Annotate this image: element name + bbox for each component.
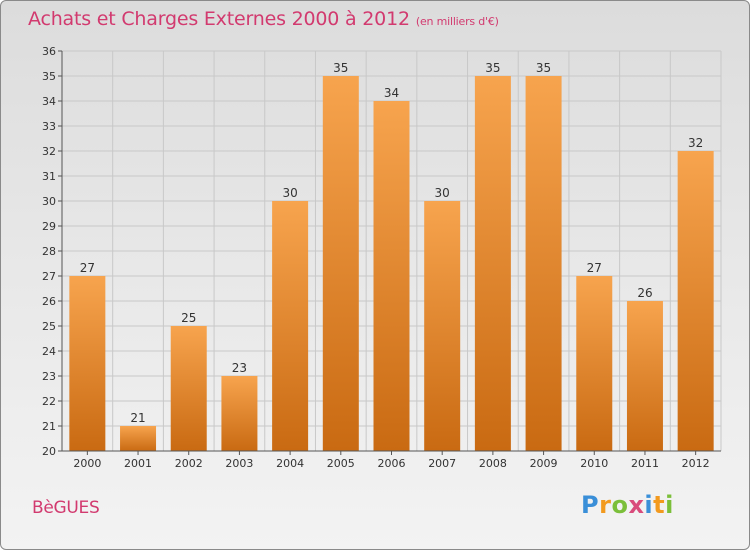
bar-value-label: 23 <box>232 361 247 375</box>
title-text: Achats et Charges Externes 2000 à 2012 <box>28 8 410 30</box>
x-tick-label: 2010 <box>580 457 608 470</box>
bar <box>677 151 714 451</box>
x-tick-label: 2005 <box>327 457 355 470</box>
x-tick-label: 2007 <box>428 457 456 470</box>
logo-letter: P <box>581 491 600 519</box>
bar <box>272 201 309 451</box>
bar-value-label: 30 <box>435 186 450 200</box>
bar <box>69 276 106 451</box>
logo-letter: t <box>653 491 666 519</box>
bar-value-label: 27 <box>80 261 95 275</box>
bar-value-label: 35 <box>536 61 551 75</box>
bar-value-label: 35 <box>485 61 500 75</box>
y-tick-label: 27 <box>42 270 56 283</box>
y-tick-label: 23 <box>42 370 56 383</box>
x-tick-label: 2002 <box>175 457 203 470</box>
bar-value-label: 26 <box>637 286 652 300</box>
x-tick-label: 2012 <box>682 457 710 470</box>
bar <box>322 76 359 451</box>
x-tick-label: 2000 <box>73 457 101 470</box>
x-tick-label: 2006 <box>378 457 406 470</box>
commune-name: BèGUES <box>32 498 100 518</box>
bar <box>221 376 258 451</box>
y-tick-label: 22 <box>42 395 56 408</box>
bar <box>626 301 663 451</box>
bar <box>525 76 562 451</box>
y-tick-label: 31 <box>42 170 56 183</box>
logo-letter: i <box>644 491 654 519</box>
x-tick-label: 2003 <box>225 457 253 470</box>
bar-value-label: 25 <box>181 311 196 325</box>
y-tick-label: 36 <box>42 45 56 58</box>
y-tick-label: 29 <box>42 220 56 233</box>
x-tick-label: 2011 <box>631 457 659 470</box>
y-tick-label: 24 <box>42 345 56 358</box>
y-tick-label: 25 <box>42 320 56 333</box>
y-tick-label: 26 <box>42 295 56 308</box>
title-unit: (en milliers d'€) <box>415 15 499 28</box>
y-tick-label: 20 <box>42 445 56 458</box>
bar <box>170 326 207 451</box>
x-tick-label: 2008 <box>479 457 507 470</box>
bar <box>474 76 511 451</box>
bar <box>576 276 613 451</box>
bar-value-label: 21 <box>130 411 145 425</box>
x-tick-label: 2001 <box>124 457 152 470</box>
bar-value-label: 35 <box>333 61 348 75</box>
logo-letter: o <box>611 491 629 519</box>
logo-letter: i <box>665 491 674 519</box>
y-tick-label: 34 <box>42 95 56 108</box>
bar <box>120 426 157 451</box>
y-tick-label: 21 <box>42 420 56 433</box>
x-tick-label: 2004 <box>276 457 304 470</box>
bar-value-label: 27 <box>587 261 602 275</box>
bar-value-label: 30 <box>282 186 297 200</box>
bar-value-label: 32 <box>688 136 703 150</box>
bar-value-label: 34 <box>384 86 399 100</box>
labels: 20 21 22 23 24 25 26 27 28 29 30 31 32 33 34 35 36 27 2000… <box>42 45 710 470</box>
bars <box>69 76 714 451</box>
y-tick-label: 30 <box>42 195 56 208</box>
logo-letter: r <box>599 491 612 519</box>
y-tick-label: 33 <box>42 120 56 133</box>
bar <box>373 101 410 451</box>
proxiti-logo: Proxiti <box>581 491 674 519</box>
y-tick-label: 28 <box>42 245 56 258</box>
chart-title: Achats et Charges Externes 2000 à 2012 (e… <box>28 8 499 30</box>
bar <box>424 201 461 451</box>
axes <box>58 50 721 455</box>
y-tick-label: 35 <box>42 70 56 83</box>
y-tick-label: 32 <box>42 145 56 158</box>
logo-letter: x <box>628 491 645 519</box>
x-tick-label: 2009 <box>530 457 558 470</box>
